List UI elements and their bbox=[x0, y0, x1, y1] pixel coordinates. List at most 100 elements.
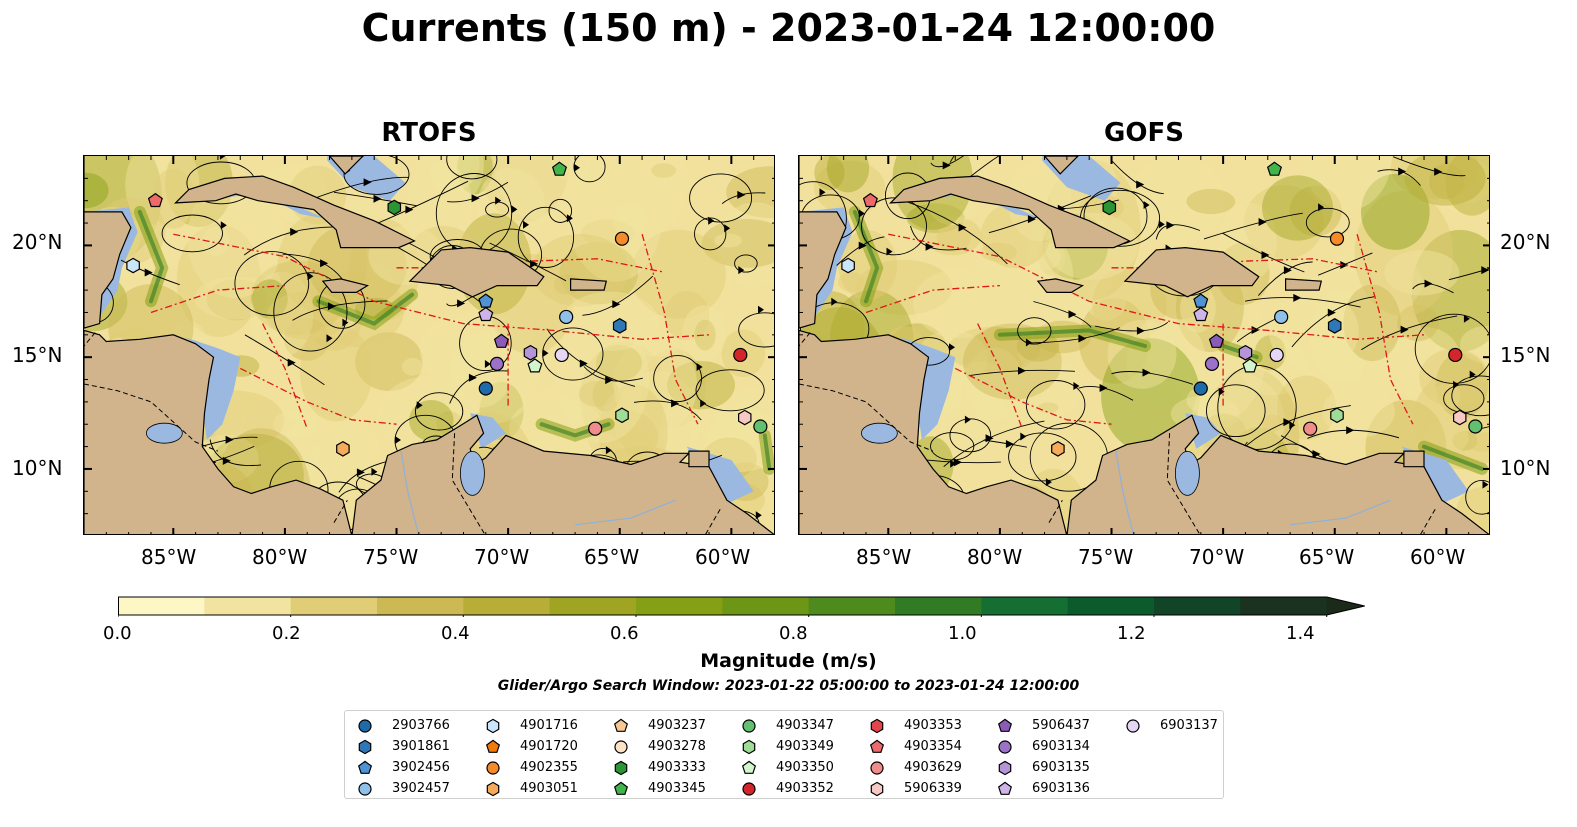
legend-marker-4901716 bbox=[486, 718, 500, 734]
colorbar-segment bbox=[463, 597, 551, 615]
lon-tick-label: 70°W bbox=[1189, 545, 1245, 569]
float-marker-6903135[interactable] bbox=[1238, 344, 1253, 361]
lat-tick-label-right: 15°N bbox=[1500, 343, 1551, 367]
hexagon-marker-icon bbox=[742, 739, 756, 755]
legend: 2903766 3901861 3902456 3902457 4901716 49017… bbox=[344, 710, 1224, 799]
legend-label: 4903354 bbox=[904, 739, 962, 754]
float-marker-5906437[interactable] bbox=[1208, 333, 1224, 348]
float-marker-4903629[interactable] bbox=[1303, 421, 1318, 436]
colorbar-tick-label: 1.0 bbox=[948, 623, 977, 644]
legend-label: 4903345 bbox=[648, 781, 706, 796]
float-marker-5906339[interactable] bbox=[1452, 409, 1467, 426]
legend-marker-2903766 bbox=[358, 719, 372, 733]
colorbar-tick-label: 1.4 bbox=[1286, 623, 1315, 644]
legend-label: 4903349 bbox=[776, 739, 834, 754]
float-marker-3901861[interactable] bbox=[612, 318, 627, 334]
float-marker-4903349[interactable] bbox=[1330, 407, 1344, 424]
float-marker-4903350[interactable] bbox=[527, 358, 543, 373]
pentagon-marker-icon bbox=[997, 781, 1013, 795]
float-marker-4901716[interactable] bbox=[126, 257, 140, 274]
hexagon-marker-icon bbox=[486, 781, 500, 797]
legend-label: 4903350 bbox=[776, 760, 834, 775]
float-marker-4903347[interactable] bbox=[1468, 419, 1483, 434]
colorbar-segment bbox=[204, 597, 292, 615]
colorbar-tick-label: 0.0 bbox=[103, 623, 132, 644]
legend-label: 5906339 bbox=[904, 781, 962, 796]
lon-tick-label: 80°W bbox=[252, 545, 308, 569]
float-marker-4903051[interactable] bbox=[1051, 441, 1065, 457]
float-marker-2903766[interactable] bbox=[1193, 381, 1208, 396]
float-marker-6903137[interactable] bbox=[1269, 347, 1284, 363]
float-marker-4903345[interactable] bbox=[551, 161, 568, 176]
colorbar-segment bbox=[290, 597, 378, 615]
legend-marker-6903136 bbox=[997, 781, 1013, 795]
currents-map-canvas bbox=[84, 156, 774, 534]
legend-marker-4903345 bbox=[613, 781, 629, 795]
hexagon-marker-icon bbox=[614, 760, 628, 776]
lon-tick-label: 70°W bbox=[474, 545, 530, 569]
float-marker-3902457[interactable] bbox=[1274, 309, 1289, 325]
float-marker-4903352[interactable] bbox=[733, 347, 748, 363]
legend-marker-6903137 bbox=[1126, 719, 1140, 733]
float-marker-6903137[interactable] bbox=[554, 347, 569, 363]
float-marker-6903135[interactable] bbox=[523, 344, 538, 361]
float-marker-4903051[interactable] bbox=[336, 441, 350, 457]
circle-marker-icon bbox=[358, 782, 372, 796]
legend-marker-4903352 bbox=[742, 782, 756, 796]
float-marker-4903349[interactable] bbox=[615, 407, 629, 424]
float-marker-4903352[interactable] bbox=[1448, 347, 1463, 363]
legend-marker-4903350 bbox=[741, 760, 757, 774]
hexagon-marker-icon bbox=[998, 760, 1012, 776]
float-marker-3902457[interactable] bbox=[559, 309, 574, 325]
legend-label: 5906437 bbox=[1032, 718, 1090, 733]
float-marker-4903629[interactable] bbox=[588, 421, 603, 436]
gofs-map[interactable] bbox=[798, 155, 1490, 535]
figure-title: Currents (150 m) - 2023-01-24 12:00:00 bbox=[361, 6, 1216, 50]
float-marker-6903134[interactable] bbox=[1204, 356, 1220, 371]
float-marker-4902355[interactable] bbox=[614, 231, 630, 246]
legend-label: 4903237 bbox=[648, 718, 706, 733]
lon-tick-label: 65°W bbox=[584, 545, 640, 569]
legend-marker-6903135 bbox=[998, 760, 1012, 776]
circle-marker-icon bbox=[870, 761, 884, 775]
lat-tick-label-left: 20°N bbox=[12, 230, 63, 254]
legend-marker-4903278 bbox=[614, 740, 628, 754]
float-marker-4903347[interactable] bbox=[753, 419, 768, 434]
legend-marker-4901720 bbox=[485, 739, 501, 753]
float-marker-4903333[interactable] bbox=[1102, 199, 1117, 216]
pentagon-marker-icon bbox=[741, 760, 757, 774]
circle-marker-icon bbox=[486, 761, 500, 775]
circle-marker-icon bbox=[998, 740, 1012, 754]
legend-marker-3901861 bbox=[358, 739, 372, 755]
lat-tick-label-right: 20°N bbox=[1500, 230, 1551, 254]
float-marker-6903134[interactable] bbox=[489, 356, 505, 371]
legend-label: 4903051 bbox=[520, 781, 578, 796]
float-marker-5906339[interactable] bbox=[737, 409, 752, 426]
colorbar-segment bbox=[377, 597, 464, 615]
float-marker-6903136[interactable] bbox=[1193, 306, 1209, 322]
rtofs-map[interactable] bbox=[83, 155, 775, 535]
colorbar-segment bbox=[808, 597, 896, 615]
lon-tick-label: 80°W bbox=[967, 545, 1023, 569]
pentagon-marker-icon bbox=[357, 760, 373, 774]
legend-marker-4903629 bbox=[870, 761, 884, 775]
float-marker-4902355[interactable] bbox=[1329, 231, 1345, 246]
float-marker-4903345[interactable] bbox=[1266, 161, 1283, 176]
float-marker-4903333[interactable] bbox=[387, 199, 402, 216]
colorbar-segment bbox=[118, 597, 205, 615]
colorbar-segment bbox=[1240, 597, 1328, 615]
float-marker-3901861[interactable] bbox=[1327, 318, 1342, 334]
pentagon-marker-icon bbox=[485, 739, 501, 753]
float-marker-6903136[interactable] bbox=[478, 306, 494, 322]
legend-marker-5906339 bbox=[870, 781, 884, 797]
legend-label: 4901720 bbox=[520, 739, 578, 754]
float-marker-4903350[interactable] bbox=[1242, 358, 1258, 373]
float-marker-4903354[interactable] bbox=[147, 192, 163, 208]
float-marker-2903766[interactable] bbox=[478, 381, 493, 396]
legend-label: 4903352 bbox=[776, 781, 834, 796]
float-marker-4901716[interactable] bbox=[841, 257, 855, 274]
float-marker-5906437[interactable] bbox=[493, 333, 509, 348]
pentagon-marker-icon bbox=[613, 718, 629, 732]
lon-tick-label: 60°W bbox=[1410, 545, 1466, 569]
float-marker-4903354[interactable] bbox=[862, 192, 878, 208]
